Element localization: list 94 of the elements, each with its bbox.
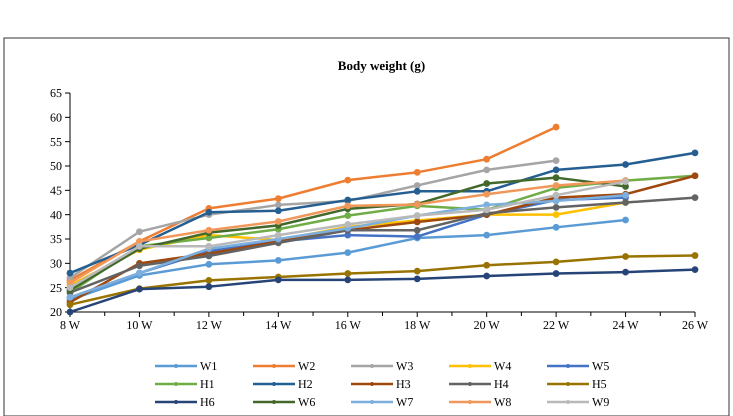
point: [622, 268, 629, 276]
point: [552, 270, 560, 277]
legend-label: W6: [298, 395, 316, 410]
legend-label: W4: [494, 359, 512, 374]
point: [344, 202, 352, 210]
chart-title: Body weight (g): [338, 58, 426, 73]
legend-label: W2: [298, 359, 316, 374]
y-tick-label: 35: [50, 232, 62, 246]
point: [344, 270, 352, 277]
legend-label: H6: [200, 395, 215, 410]
point: [274, 195, 282, 202]
point: [344, 276, 352, 284]
legend-label: H1: [200, 377, 215, 392]
point: [206, 242, 212, 250]
point: [483, 262, 490, 269]
point: [274, 207, 282, 214]
point: [483, 272, 490, 280]
point: [483, 190, 490, 198]
x-tick-label: 20 W: [474, 318, 500, 332]
point: [274, 232, 282, 238]
point: [206, 283, 212, 290]
point: [622, 253, 629, 260]
point: [552, 192, 560, 199]
point: [414, 182, 421, 189]
legend-label: W5: [592, 359, 610, 374]
point: [483, 232, 490, 238]
point: [414, 268, 421, 274]
point: [414, 226, 421, 234]
y-tick-label: 55: [50, 134, 62, 149]
point: [552, 182, 560, 189]
x-tick-label: 24 W: [612, 318, 640, 332]
point: [206, 226, 212, 234]
legend-label: H5: [592, 377, 607, 392]
point: [552, 258, 560, 266]
legend-label: H4: [494, 377, 509, 392]
legend-label: H2: [298, 377, 313, 392]
legend-label: W7: [396, 395, 414, 410]
point: [552, 124, 560, 130]
legend-label: W8: [494, 395, 512, 410]
x-tick-label: 22 W: [543, 318, 570, 332]
point: [622, 161, 629, 168]
x-tick-label: 14 W: [265, 318, 292, 332]
x-tick-label: 16 W: [334, 318, 362, 332]
x-tick-label: 8 W: [60, 318, 81, 332]
point: [206, 276, 212, 284]
point: [344, 176, 352, 184]
y-tick-label: 50: [50, 159, 62, 174]
x-tick-label: 10 W: [126, 318, 154, 332]
point: [552, 157, 560, 164]
y-tick-label: 40: [50, 208, 62, 222]
y-tick-label: 45: [50, 184, 62, 198]
point: [274, 202, 282, 208]
point: [552, 166, 560, 174]
point: [414, 276, 421, 282]
point: [692, 252, 698, 259]
y-tick-label: 65: [50, 86, 62, 100]
point: [136, 228, 143, 236]
point: [206, 252, 212, 260]
point: [344, 221, 352, 228]
point: [136, 262, 143, 270]
point: [483, 166, 490, 174]
point: [552, 204, 560, 211]
point: [692, 194, 698, 202]
legend-label: H3: [396, 377, 411, 392]
legend-label: W3: [396, 359, 414, 374]
point: [66, 270, 74, 276]
point: [344, 249, 352, 256]
y-tick-label: 30: [50, 256, 62, 271]
point: [274, 276, 282, 284]
x-tick-label: 26 W: [682, 318, 709, 332]
point: [692, 266, 698, 274]
y-tick-label: 25: [50, 280, 62, 295]
point: [206, 260, 212, 268]
point: [552, 211, 560, 218]
point: [66, 284, 74, 292]
point: [274, 257, 282, 264]
point: [552, 224, 560, 231]
x-tick-label: 12 W: [196, 318, 223, 332]
point: [206, 208, 212, 216]
point: [692, 149, 698, 156]
legend-label: W9: [592, 395, 610, 410]
point: [274, 218, 282, 225]
point: [414, 168, 421, 176]
point: [483, 156, 490, 163]
point: [483, 180, 490, 187]
point: [552, 174, 560, 182]
legend-label: W1: [200, 359, 218, 374]
point: [66, 301, 74, 308]
point: [344, 212, 352, 220]
point: [414, 188, 421, 195]
y-tick-label: 60: [50, 110, 62, 125]
y-tick-label: 20: [50, 305, 62, 320]
point: [622, 216, 629, 224]
x-tick-label: 18 W: [404, 318, 431, 332]
